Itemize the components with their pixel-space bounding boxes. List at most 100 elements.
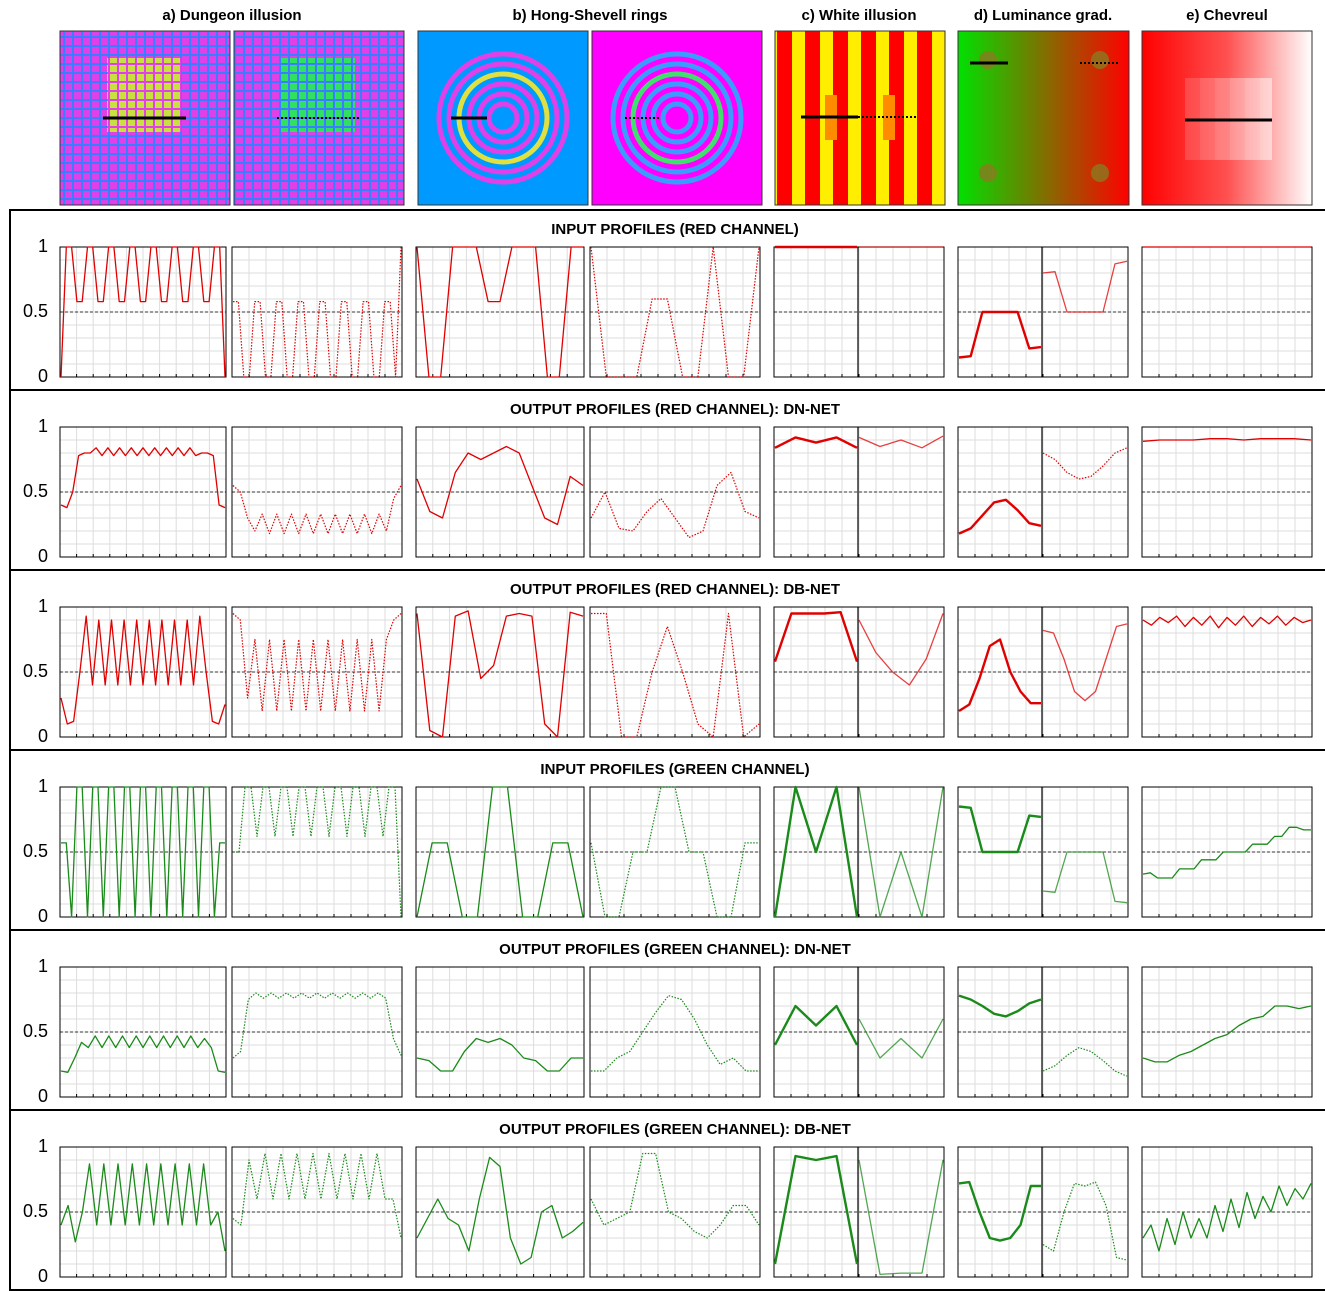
rings-right bbox=[591, 30, 763, 206]
profile-line bbox=[60, 1163, 226, 1252]
y-tick-label: 0.5 bbox=[23, 1021, 48, 1041]
y-tick-label: 1 bbox=[38, 956, 48, 976]
panel-label: d) Luminance grad. bbox=[974, 7, 1112, 24]
plot-frame bbox=[231, 966, 403, 1098]
profile-line bbox=[858, 435, 944, 449]
profile-line bbox=[1042, 623, 1128, 702]
profile-line bbox=[60, 447, 226, 509]
panel-label: a) Dungeon illusion bbox=[162, 7, 301, 24]
profile-line bbox=[958, 1180, 1041, 1242]
y-tick-label: 1 bbox=[38, 596, 48, 616]
profile-line bbox=[60, 615, 226, 725]
y-tick-label: 0 bbox=[38, 1266, 48, 1286]
y-tick-label: 0 bbox=[38, 546, 48, 566]
profile-line bbox=[773, 785, 859, 918]
profile-line bbox=[416, 786, 584, 918]
profile-line bbox=[958, 498, 1042, 535]
profile-line bbox=[858, 613, 944, 686]
plot-frame bbox=[415, 246, 585, 378]
panel-label: b) Hong-Shevell rings bbox=[512, 7, 667, 24]
plot-frame bbox=[589, 966, 761, 1098]
y-tick-label: 0.5 bbox=[23, 301, 48, 321]
row-title: OUTPUT PROFILES (GREEN CHANNEL): DB-NET bbox=[499, 1121, 851, 1138]
panel-label: c) White illusion bbox=[802, 7, 917, 24]
profile-line bbox=[416, 246, 583, 378]
plot-frame bbox=[1141, 1146, 1313, 1278]
y-tick-label: 0 bbox=[38, 906, 48, 926]
row-title: OUTPUT PROFILES (GREEN CHANNEL): DN-NET bbox=[499, 941, 851, 958]
profile-line bbox=[774, 436, 858, 449]
row-title: OUTPUT PROFILES (RED CHANNEL): DB-NET bbox=[510, 581, 840, 598]
profile-line bbox=[958, 805, 1042, 854]
profile-line bbox=[1042, 260, 1128, 313]
plot-frame bbox=[231, 606, 403, 738]
plot-frame bbox=[957, 426, 1129, 558]
plot-frame bbox=[231, 246, 403, 378]
dungeon-center bbox=[281, 58, 355, 132]
test-patch bbox=[883, 95, 895, 140]
y-tick-label: 1 bbox=[38, 776, 48, 796]
profile-line bbox=[1042, 1181, 1128, 1261]
profile-line bbox=[232, 485, 402, 535]
profile-line bbox=[1142, 826, 1311, 879]
profile-line bbox=[416, 1156, 584, 1265]
profile-line bbox=[60, 1035, 226, 1073]
profile-line bbox=[416, 445, 584, 526]
plot-frame bbox=[773, 1146, 945, 1278]
plot-frame bbox=[1141, 966, 1313, 1098]
plot-frame bbox=[1141, 426, 1313, 558]
plot-frame bbox=[957, 246, 1129, 378]
plot-frame bbox=[415, 426, 585, 558]
rings-left bbox=[417, 30, 589, 206]
profile-line bbox=[958, 310, 1042, 359]
y-tick-label: 1 bbox=[38, 416, 48, 436]
profile-line bbox=[858, 1159, 944, 1276]
plot-frame bbox=[773, 426, 945, 558]
profile-line bbox=[1142, 438, 1312, 442]
profile-line bbox=[1042, 851, 1128, 904]
profile-line bbox=[958, 994, 1042, 1018]
plot-frame bbox=[589, 246, 761, 378]
profile-line bbox=[232, 992, 402, 1059]
profile-line bbox=[416, 1037, 583, 1072]
plot-frame bbox=[231, 1146, 403, 1278]
row-title: INPUT PROFILES (RED CHANNEL) bbox=[551, 221, 799, 238]
profile-line bbox=[60, 246, 226, 378]
y-tick-label: 0 bbox=[38, 1086, 48, 1106]
plot-frame bbox=[415, 966, 585, 1098]
profile-line bbox=[590, 471, 760, 539]
plot-frame bbox=[773, 966, 945, 1098]
stimulus-images bbox=[59, 30, 1313, 206]
profile-line bbox=[1142, 1183, 1312, 1252]
dungeon-center bbox=[107, 58, 181, 132]
y-tick-label: 0.5 bbox=[23, 1201, 48, 1221]
chevreul bbox=[1141, 30, 1313, 206]
plot-frame bbox=[957, 966, 1129, 1098]
plot-frame bbox=[957, 786, 1129, 918]
plot-frame bbox=[957, 1146, 1129, 1278]
profile-line bbox=[590, 246, 760, 378]
plot-frame bbox=[957, 606, 1129, 738]
profile-line bbox=[591, 612, 760, 738]
profile-line bbox=[858, 786, 944, 918]
profile-line bbox=[232, 613, 402, 712]
profile-line bbox=[416, 610, 584, 738]
profile-line bbox=[233, 786, 402, 918]
profile-line bbox=[1142, 615, 1312, 629]
profile-line bbox=[773, 1154, 859, 1265]
plot-frame bbox=[59, 1146, 227, 1278]
profile-line bbox=[1042, 1047, 1128, 1077]
profile-line bbox=[590, 1152, 760, 1239]
row-title: OUTPUT PROFILES (RED CHANNEL): DN-NET bbox=[510, 401, 840, 418]
plot-frame bbox=[59, 246, 227, 378]
row-title: INPUT PROFILES (GREEN CHANNEL) bbox=[540, 761, 809, 778]
plot-frame bbox=[59, 426, 227, 558]
plot-frame bbox=[59, 966, 227, 1098]
profile-line bbox=[858, 1018, 944, 1059]
profile-line bbox=[958, 638, 1041, 713]
y-tick-label: 0 bbox=[38, 366, 48, 386]
rings bbox=[610, 51, 744, 185]
plot-frame bbox=[1141, 606, 1313, 738]
panel-label: e) Chevreul bbox=[1186, 7, 1268, 24]
plot-frame bbox=[415, 1146, 585, 1278]
